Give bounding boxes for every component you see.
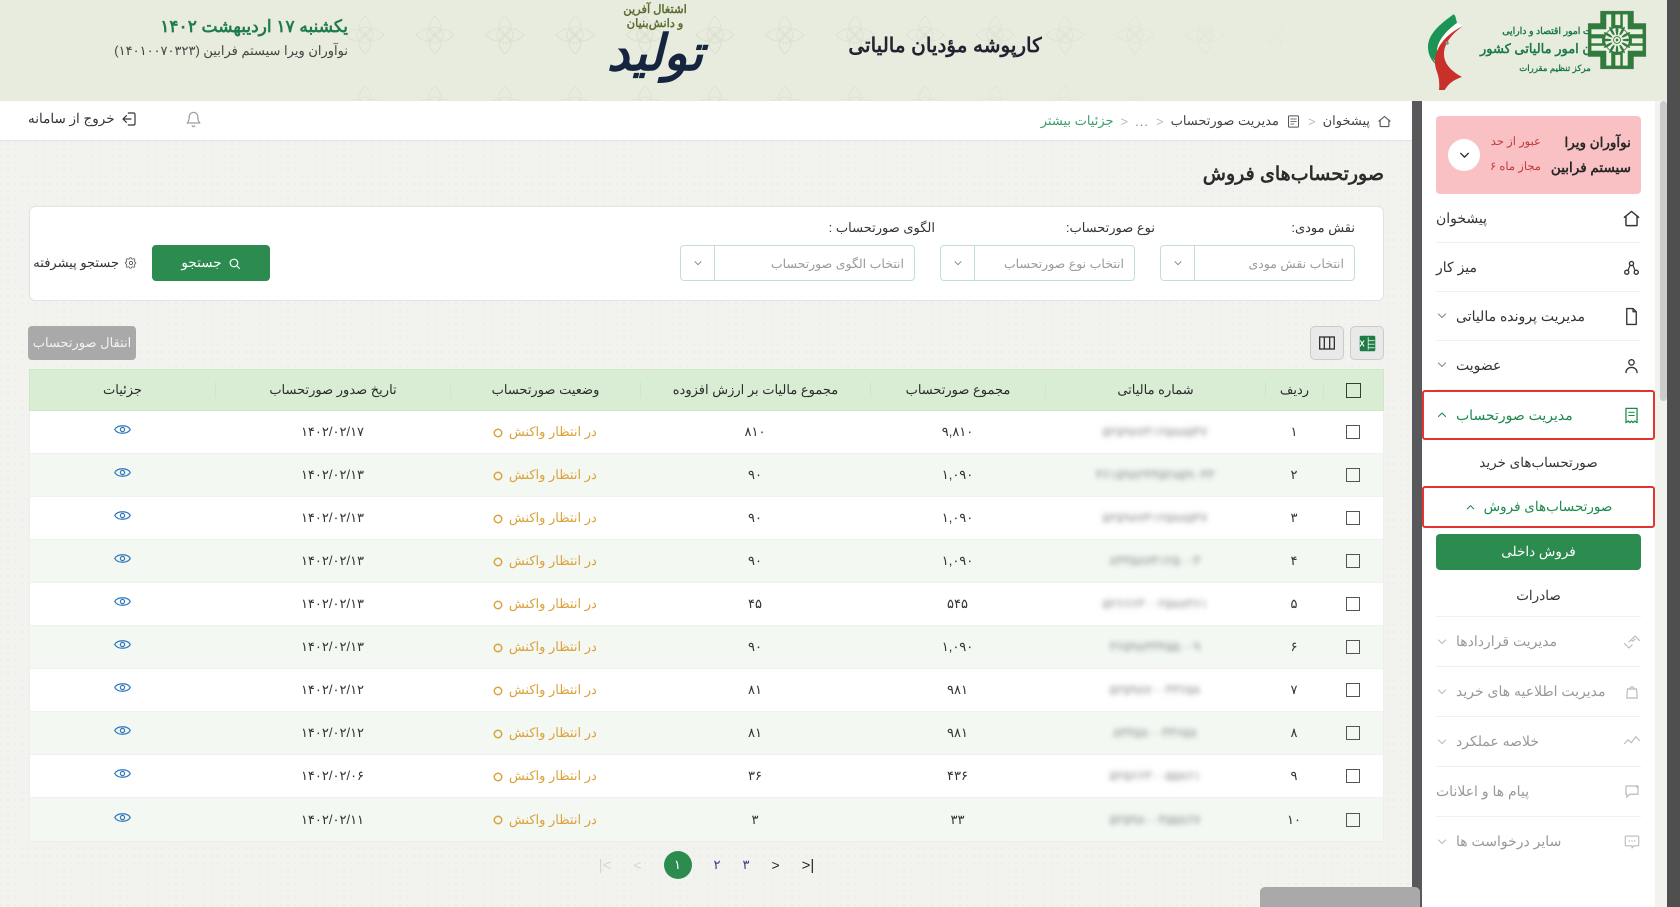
svg-text:مرکز تنظیم مقررات: مرکز تنظیم مقررات	[1519, 63, 1591, 74]
svg-text:X: X	[1359, 339, 1365, 348]
